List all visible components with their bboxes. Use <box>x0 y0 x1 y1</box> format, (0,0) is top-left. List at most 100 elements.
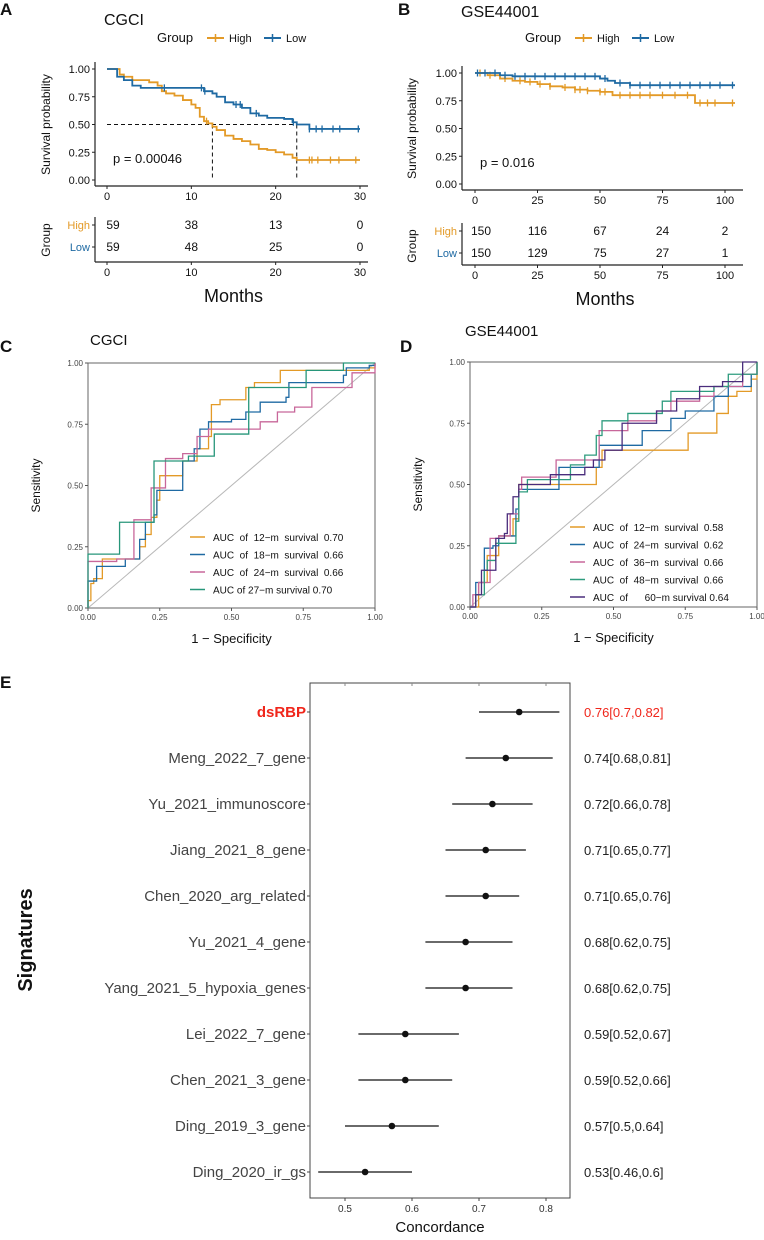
x-tick-label: 0.75 <box>677 612 693 621</box>
risk-count: 24 <box>656 224 670 238</box>
concordance-value-label: 0.72[0.66,0.78] <box>584 797 671 812</box>
reference-diagonal <box>87 362 376 609</box>
y-tick-label: 0.00 <box>67 604 83 613</box>
x-tick-label: 0.6 <box>405 1204 419 1215</box>
y-tick-label: 0.50 <box>67 482 83 491</box>
x-axis-label: 1 − Specificity <box>191 631 272 646</box>
x-tick-label: 0.50 <box>224 613 240 622</box>
x-axis-label: Months <box>204 286 263 306</box>
km-curve-low <box>475 72 735 87</box>
signature-label: dsRBP <box>257 704 306 721</box>
plot-border <box>309 682 571 1199</box>
y-tick-label: 0.75 <box>69 92 90 104</box>
roc-curve-1 <box>87 363 376 608</box>
x-tick-label: 0.50 <box>606 612 622 621</box>
risk-count: 13 <box>269 218 283 232</box>
y-axis-label: Survival probability <box>405 78 419 179</box>
legend-label: AUC of 18−m survival 0.66 <box>213 551 344 562</box>
reference-diagonal <box>469 361 758 608</box>
legend-label: Low <box>654 33 674 45</box>
legend-label: High <box>597 33 620 45</box>
concordance-value-label: 0.59[0.52,0.67] <box>584 1027 671 1042</box>
legend-label: AUC of 27−m survival 0.70 <box>213 586 333 597</box>
concordance-value-label: 0.53[0.46,0.6] <box>584 1165 664 1180</box>
chart-title: CGCI <box>104 12 144 29</box>
x-axis-label: Concordance <box>395 1219 484 1236</box>
risk-count: 150 <box>471 246 491 260</box>
panel-letter-c: C <box>0 337 12 356</box>
x-tick-label: 0.25 <box>152 613 168 622</box>
risk-table-group-label: Group <box>405 229 419 263</box>
legend-label: AUC of 12−m survival 0.70 <box>213 533 344 544</box>
x-tick-label: 25 <box>531 195 543 207</box>
risk-x-tick-label: 0 <box>104 267 110 279</box>
x-tick-label: 0.00 <box>462 612 478 621</box>
risk-count: 1 <box>722 246 729 260</box>
risk-count: 59 <box>106 218 120 232</box>
risk-count: 2 <box>722 224 729 238</box>
panel-letter-b: B <box>398 0 410 19</box>
x-tick-label: 0 <box>472 195 478 207</box>
signature-label: Yang_2021_5_hypoxia_genes <box>104 980 306 997</box>
risk-count: 38 <box>185 218 199 232</box>
x-tick-label: 75 <box>656 195 668 207</box>
legend-label: AUC of 60−m survival 0.64 <box>593 593 729 604</box>
legend-label: High <box>229 33 252 45</box>
y-tick-label: 1.00 <box>67 359 83 368</box>
y-tick-label: 0.25 <box>69 147 90 159</box>
signature-label: Chen_2020_arg_related <box>144 888 306 905</box>
legend-label: AUC of 24−m survival 0.62 <box>593 541 724 552</box>
risk-count: 67 <box>593 224 607 238</box>
legend-title: Group <box>157 30 193 45</box>
concordance-value-label: 0.76[0.7,0.82] <box>584 705 664 720</box>
panel-letter-d: D <box>400 337 412 356</box>
concordance-point <box>482 846 490 854</box>
concordance-point <box>402 1076 409 1084</box>
y-tick-label: 0.25 <box>67 543 83 552</box>
roc-curve-4 <box>470 361 757 608</box>
risk-x-tick-label: 75 <box>656 270 668 282</box>
roc-curve-3 <box>470 362 758 608</box>
y-axis-label: Sensitivity <box>29 458 43 512</box>
y-tick-label: 0.50 <box>436 124 457 136</box>
concordance-value-label: 0.74[0.68,0.81] <box>584 751 671 766</box>
x-tick-label: 0.7 <box>472 1204 486 1215</box>
roc-curve-2 <box>87 363 376 608</box>
concordance-value-label: 0.68[0.62,0.75] <box>584 935 671 950</box>
roc-curve-2 <box>470 362 758 608</box>
risk-row-label-high: High <box>434 226 457 238</box>
risk-count: 129 <box>527 246 547 260</box>
y-tick-label: 0.50 <box>449 481 465 490</box>
x-tick-label: 50 <box>594 195 606 207</box>
risk-x-tick-label: 100 <box>716 270 734 282</box>
concordance-point <box>402 1030 409 1038</box>
risk-count: 75 <box>593 246 607 260</box>
risk-x-tick-label: 25 <box>531 270 543 282</box>
risk-count: 27 <box>656 246 670 260</box>
signature-label: Jiang_2021_8_gene <box>170 842 306 859</box>
risk-count: 59 <box>106 240 120 254</box>
x-tick-label: 0.75 <box>295 613 311 622</box>
x-tick-label: 0.00 <box>80 613 96 622</box>
y-tick-label: 0.75 <box>449 419 465 428</box>
risk-count: 0 <box>357 240 364 254</box>
risk-table-group-label: Group <box>39 223 53 257</box>
legend-label: AUC of 12−m survival 0.58 <box>593 523 724 534</box>
risk-x-tick-label: 50 <box>594 270 606 282</box>
y-tick-label: 0.00 <box>436 179 457 191</box>
y-tick-label: 0.75 <box>436 96 457 108</box>
y-tick-label: 0.00 <box>449 603 465 612</box>
y-tick-label: 1.00 <box>436 68 457 80</box>
y-tick-label: 0.25 <box>436 151 457 163</box>
risk-x-tick-label: 30 <box>354 267 366 279</box>
y-axis-label: Survival probability <box>39 74 53 175</box>
concordance-value-label: 0.59[0.52,0.66] <box>584 1073 671 1088</box>
x-tick-label: 30 <box>354 191 366 203</box>
chart-title: GSE44001 <box>461 4 539 21</box>
signature-label: Lei_2022_7_gene <box>186 1026 306 1043</box>
risk-x-tick-label: 0 <box>472 270 478 282</box>
risk-x-tick-label: 20 <box>270 267 282 279</box>
concordance-value-label: 0.71[0.65,0.76] <box>584 889 671 904</box>
risk-count: 150 <box>471 224 491 238</box>
